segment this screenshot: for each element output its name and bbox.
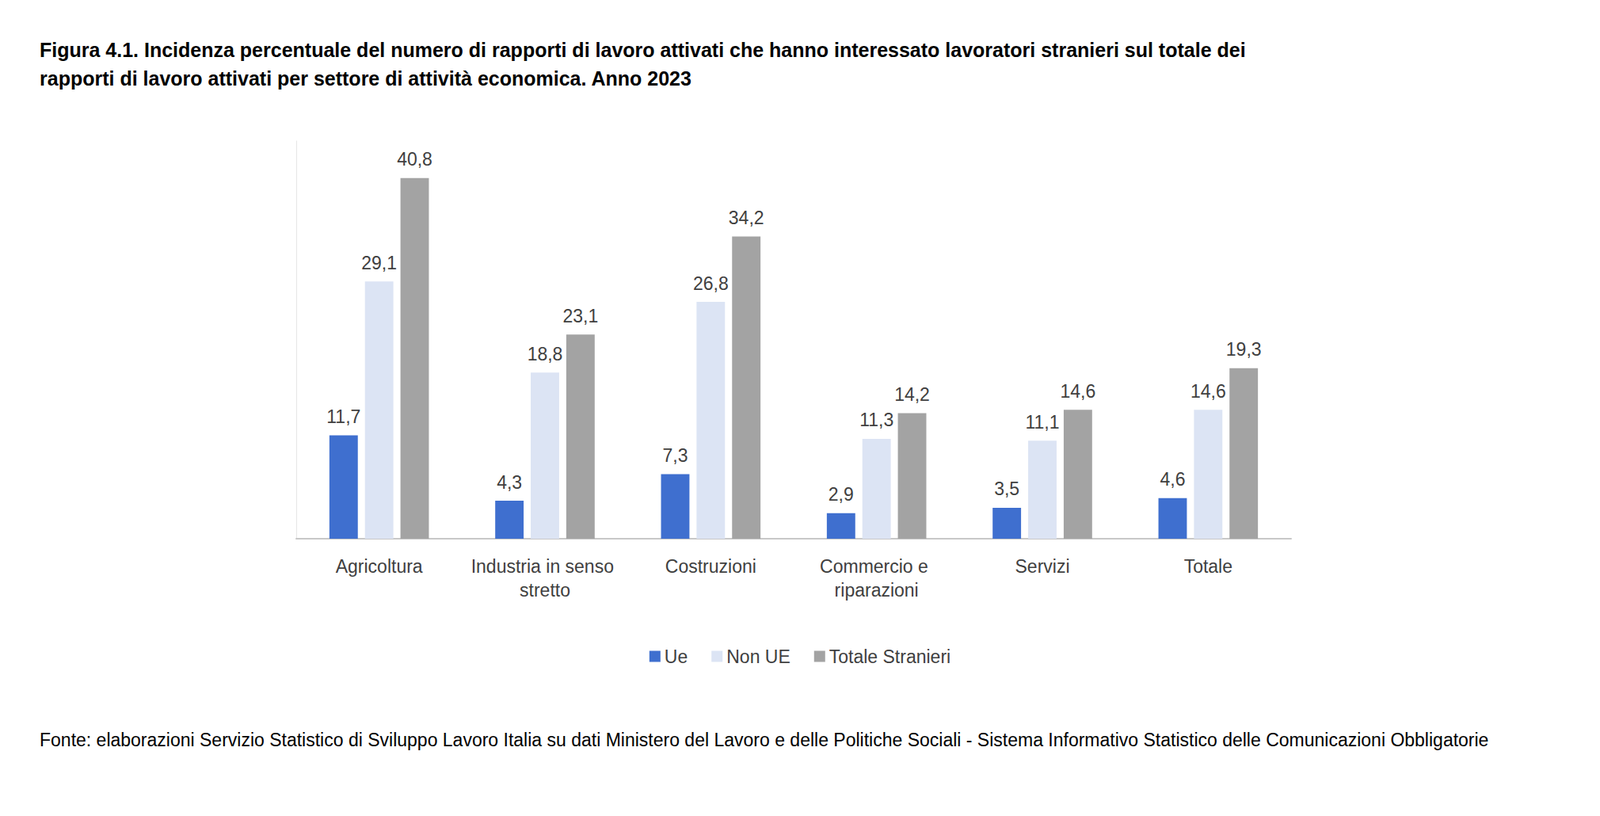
svg-text:Costruzioni: Costruzioni — [665, 556, 757, 577]
svg-text:stretto: stretto — [519, 579, 571, 601]
svg-text:3,5: 3,5 — [994, 478, 1020, 500]
svg-text:Commercio e: Commercio e — [819, 556, 934, 577]
svg-text:11,3: 11,3 — [859, 409, 894, 431]
svg-text:34,2: 34,2 — [728, 207, 765, 229]
svg-text:26,8: 26,8 — [693, 273, 729, 294]
svg-text:29,1: 29,1 — [361, 252, 397, 274]
svg-text:4,6: 4,6 — [1159, 468, 1185, 490]
svg-text:18,8: 18,8 — [527, 343, 564, 365]
svg-text:4,3: 4,3 — [496, 472, 522, 493]
svg-text:14,6: 14,6 — [1059, 380, 1096, 402]
svg-text:19,3: 19,3 — [1226, 339, 1262, 360]
svg-text:Servizi: Servizi — [1014, 556, 1070, 577]
svg-text:Ue: Ue — [664, 646, 688, 667]
svg-text:Totale: Totale — [1184, 556, 1233, 577]
svg-text:riparazioni: riparazioni — [834, 579, 919, 601]
svg-text:rapporti di lavoro attivati pe: rapporti di lavoro attivati per settore … — [39, 67, 692, 90]
svg-text:Figura 4.1. Incidenza percentu: Figura 4.1. Incidenza percentuale del nu… — [39, 38, 1252, 61]
svg-text:7,3: 7,3 — [662, 445, 688, 466]
svg-text:Fonte: elaborazioni Servizio S: Fonte: elaborazioni Servizio Statistico … — [39, 729, 1489, 751]
svg-text:11,1: 11,1 — [1024, 411, 1060, 433]
svg-text:Non UE: Non UE — [726, 646, 791, 667]
svg-text:14,6: 14,6 — [1190, 380, 1227, 402]
svg-text:Totale Stranieri: Totale Stranieri — [829, 646, 951, 667]
svg-text:2,9: 2,9 — [828, 483, 854, 505]
svg-text:11,7: 11,7 — [326, 406, 361, 427]
svg-text:23,1: 23,1 — [562, 305, 599, 327]
svg-text:Industria in senso: Industria in senso — [471, 556, 620, 577]
svg-text:14,2: 14,2 — [894, 384, 930, 405]
svg-text:40,8: 40,8 — [396, 148, 433, 170]
svg-text:Agricoltura: Agricoltura — [335, 556, 423, 577]
